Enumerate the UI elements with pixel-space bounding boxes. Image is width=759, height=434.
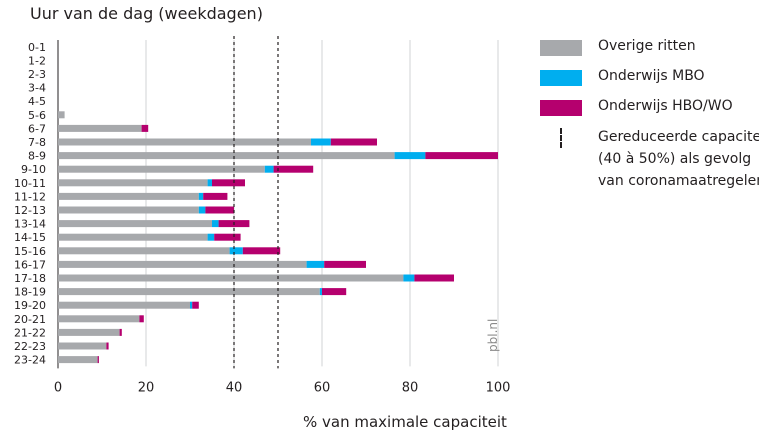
bar-7-8-series-2 xyxy=(330,138,377,146)
y-tick-label-22-23: 22-23 xyxy=(14,340,46,353)
y-tick-label-9-10: 9-10 xyxy=(21,163,46,176)
bar-8-9-series-2 xyxy=(425,152,498,160)
bar-11-12-series-0 xyxy=(58,192,199,200)
bar-8-9-series-1 xyxy=(394,152,426,160)
bar-20-21-series-2 xyxy=(139,315,144,323)
bar-14-15-series-2 xyxy=(214,233,241,241)
legend-swatch-overige xyxy=(540,40,582,56)
bar-20-21-series-0 xyxy=(58,315,140,323)
bar-19-20-series-2 xyxy=(192,301,199,309)
bar-10-11-series-2 xyxy=(212,179,245,187)
bar-9-10-series-0 xyxy=(58,165,265,173)
x-tick-label-60: 60 xyxy=(314,380,331,395)
legend-dash-line xyxy=(560,128,562,148)
bar-21-22-series-2 xyxy=(119,328,122,336)
legend-swatch-hbo-wo xyxy=(540,100,582,116)
y-tick-label-12-13: 12-13 xyxy=(14,204,46,217)
bar-11-12-series-1 xyxy=(198,192,204,200)
bar-22-23-series-0 xyxy=(58,342,107,350)
bar-16-17-series-2 xyxy=(324,260,366,268)
bar-16-17-series-1 xyxy=(306,260,325,268)
bar-11-12-series-2 xyxy=(203,192,228,200)
bar-18-19-series-0 xyxy=(58,288,320,296)
bar-13-14-series-0 xyxy=(58,220,212,228)
bar-12-13-series-2 xyxy=(205,206,234,214)
bar-10-11-series-0 xyxy=(58,179,208,187)
bar-17-18-series-0 xyxy=(58,274,404,282)
bar-7-8-series-1 xyxy=(311,138,331,146)
bar-9-10-series-1 xyxy=(264,165,274,173)
legend-capacity-text: Gereduceerde capaciteit (40 à 50%) als g… xyxy=(598,126,759,192)
bar-5-6-series-0 xyxy=(58,111,65,119)
bar-15-16-series-0 xyxy=(58,247,230,255)
bar-8-9-series-0 xyxy=(58,152,395,160)
bar-7-8-series-0 xyxy=(58,138,311,146)
legend-capacity-line-2: (40 à 50%) als gevolg xyxy=(598,151,752,167)
y-tick-label-19-20: 19-20 xyxy=(14,299,46,312)
legend-label-overige: Overige ritten xyxy=(598,38,696,54)
y-tick-label-20-21: 20-21 xyxy=(14,313,46,326)
bar-23-24-series-0 xyxy=(58,356,98,364)
y-tick-label-0-1: 0-1 xyxy=(28,41,46,54)
y-tick-label-3-4: 3-4 xyxy=(28,82,46,95)
legend-item-overige: Overige ritten xyxy=(530,34,755,64)
y-tick-label-11-12: 11-12 xyxy=(14,190,46,203)
bar-14-15-series-1 xyxy=(207,233,215,241)
bar-16-17-series-0 xyxy=(58,260,307,268)
x-tick-label-80: 80 xyxy=(402,380,419,395)
y-tick-label-17-18: 17-18 xyxy=(14,272,46,285)
bar-15-16-series-1 xyxy=(229,247,243,255)
y-tick-label-21-22: 21-22 xyxy=(14,326,46,339)
bar-6-7-series-2 xyxy=(141,124,149,132)
y-tick-label-18-19: 18-19 xyxy=(14,286,46,299)
bar-19-20-series-0 xyxy=(58,301,190,309)
bar-12-13-series-1 xyxy=(198,206,206,214)
y-tick-label-8-9: 8-9 xyxy=(28,150,46,163)
y-tick-label-23-24: 23-24 xyxy=(14,354,46,367)
x-tick-label-20: 20 xyxy=(138,380,155,395)
legend-capacity-line-3: van coronamaatregelen xyxy=(598,173,759,189)
x-axis-label: % van maximale capaciteit xyxy=(303,413,507,431)
bar-10-11-series-1 xyxy=(207,179,212,187)
y-tick-label-10-11: 10-11 xyxy=(14,177,46,190)
bar-23-24-series-2 xyxy=(97,356,99,364)
y-tick-label-13-14: 13-14 xyxy=(14,218,46,231)
legend: Overige ritten Onderwijs MBO Onderwijs H… xyxy=(530,34,759,194)
legend-item-capacity: Gereduceerde capaciteit (40 à 50%) als g… xyxy=(530,124,759,194)
y-tick-label-15-16: 15-16 xyxy=(14,245,46,258)
bar-17-18-series-2 xyxy=(414,274,454,282)
bar-19-20-series-1 xyxy=(190,301,193,309)
bar-18-19-series-1 xyxy=(319,288,322,296)
bar-9-10-series-2 xyxy=(273,165,314,173)
bar-12-13-series-0 xyxy=(58,206,199,214)
watermark: pbl.nl xyxy=(486,318,500,352)
x-tick-label-40: 40 xyxy=(226,380,243,395)
bar-18-19-series-2 xyxy=(322,288,347,296)
y-tick-label-16-17: 16-17 xyxy=(14,258,46,271)
y-tick-label-6-7: 6-7 xyxy=(28,122,46,135)
y-tick-label-5-6: 5-6 xyxy=(28,109,46,122)
legend-capacity-line-1: Gereduceerde capaciteit xyxy=(598,129,759,145)
y-tick-label-7-8: 7-8 xyxy=(28,136,46,149)
x-tick-label-100: 100 xyxy=(486,380,511,395)
bar-6-7-series-0 xyxy=(58,124,142,132)
y-tick-label-4-5: 4-5 xyxy=(28,95,46,108)
bar-15-16-series-2 xyxy=(242,247,281,255)
x-tick-label-0: 0 xyxy=(54,380,62,395)
legend-label-mbo: Onderwijs MBO xyxy=(598,68,705,84)
legend-label-hbo-wo: Onderwijs HBO/WO xyxy=(598,98,733,114)
bar-17-18-series-1 xyxy=(403,274,415,282)
chart-title: Uur van de dag (weekdagen) xyxy=(30,4,263,23)
bar-14-15-series-0 xyxy=(58,233,208,241)
legend-item-hbo-wo: Onderwijs HBO/WO xyxy=(530,94,755,124)
bar-22-23-series-2 xyxy=(106,342,109,350)
bar-21-22-series-0 xyxy=(58,328,120,336)
y-tick-label-14-15: 14-15 xyxy=(14,231,46,244)
bar-13-14-series-1 xyxy=(212,220,219,228)
legend-swatch-mbo xyxy=(540,70,582,86)
y-tick-label-1-2: 1-2 xyxy=(28,54,46,67)
y-tick-label-2-3: 2-3 xyxy=(28,68,46,81)
legend-item-mbo: Onderwijs MBO xyxy=(530,64,755,94)
